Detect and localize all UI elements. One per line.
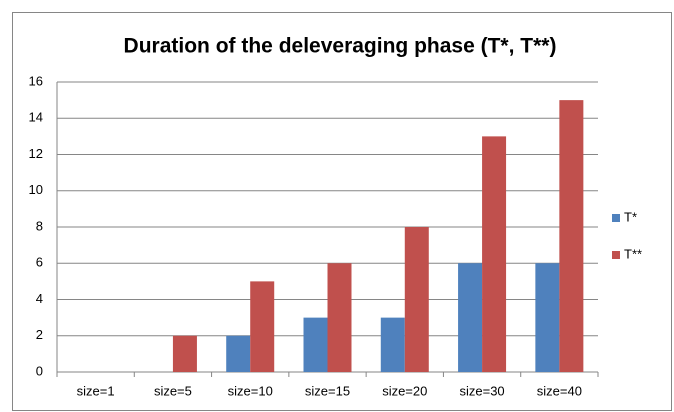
bar [458, 263, 483, 372]
y-tick-label: 12 [29, 146, 43, 161]
bar [226, 335, 251, 372]
bar [172, 335, 197, 372]
legend-label: T** [624, 246, 642, 261]
y-tick-label: 14 [29, 110, 43, 125]
chart-title: Duration of the deleveraging phase (T*, … [124, 35, 557, 58]
y-tick-label: 10 [29, 182, 43, 197]
legend-label: T* [624, 209, 637, 224]
x-tick-label: size=1 [77, 383, 115, 398]
bar [559, 100, 584, 372]
x-tick-label: size=40 [537, 383, 582, 398]
y-tick-label: 8 [36, 218, 43, 233]
y-tick-label: 6 [36, 255, 43, 270]
bar [404, 227, 429, 372]
y-tick-label: 0 [36, 363, 43, 378]
x-tick-label: size=20 [382, 383, 427, 398]
x-tick-label: size=5 [154, 383, 192, 398]
x-tick-label: size=15 [305, 383, 350, 398]
y-tick-label: 4 [36, 291, 43, 306]
y-tick-label: 16 [29, 73, 43, 88]
legend-swatch [612, 251, 620, 259]
bar [303, 317, 328, 372]
legend-swatch [612, 214, 620, 222]
bar [535, 263, 560, 372]
bar [482, 136, 507, 372]
bar [250, 281, 275, 372]
bar [380, 317, 405, 372]
x-tick-label: size=10 [228, 383, 273, 398]
y-tick-label: 2 [36, 327, 43, 342]
bar [327, 263, 352, 372]
x-tick-label: size=30 [459, 383, 504, 398]
